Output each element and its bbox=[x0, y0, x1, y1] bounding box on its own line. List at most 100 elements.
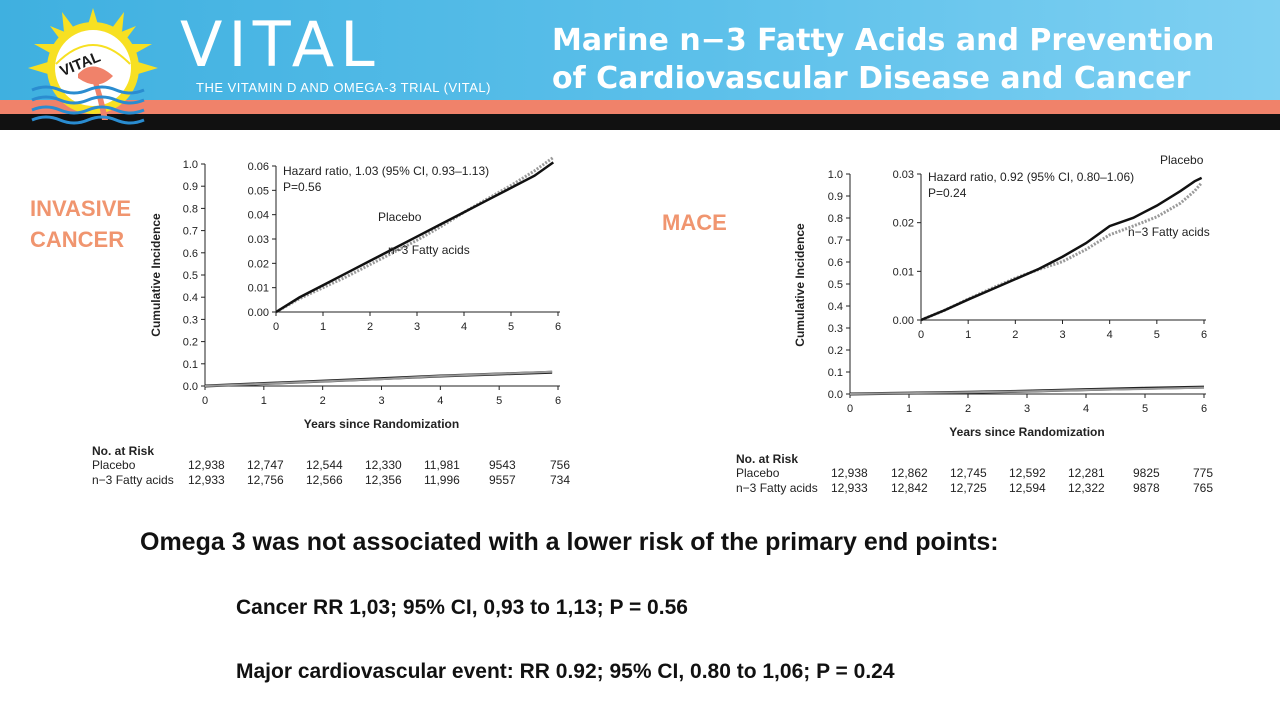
risk-cell: 9543 bbox=[489, 458, 516, 472]
y-tick-label: 0.0 bbox=[828, 389, 843, 401]
y-tick-label: 0.5 bbox=[828, 279, 843, 291]
logo-waves bbox=[31, 85, 145, 125]
inset-x-tick-label: 1 bbox=[965, 329, 971, 341]
inset-y-tick-label: 0.02 bbox=[893, 218, 914, 230]
p-value-text: P=0.56 bbox=[283, 180, 322, 194]
hazard-ratio-text: Hazard ratio, 0.92 (95% CI, 0.80–1.06) bbox=[928, 170, 1134, 184]
risk-row-omega3: n−3 Fatty acids 12,933 12,756 12,566 12,… bbox=[92, 473, 582, 488]
inset-x-tick-label: 0 bbox=[918, 329, 924, 341]
slide-header: VITAL VITAL THE VITAMIN D AND OMEGA-3 TR… bbox=[0, 0, 1280, 130]
risk-cell: 12,281 bbox=[1068, 466, 1105, 480]
inset-y-tick-label: 0.04 bbox=[248, 210, 269, 222]
placebo-series-label: Placebo bbox=[378, 210, 422, 224]
inset-y-tick-label: 0.05 bbox=[248, 185, 269, 197]
risk-row-label: n−3 Fatty acids bbox=[736, 481, 818, 495]
risk-row-placebo: Placebo 12,938 12,747 12,544 12,330 11,9… bbox=[92, 458, 582, 473]
inset-y-tick-label: 0.03 bbox=[248, 234, 269, 246]
y-tick-label: 1.0 bbox=[183, 159, 198, 171]
risk-cell: 765 bbox=[1193, 481, 1214, 495]
risk-cell: 9878 bbox=[1133, 481, 1160, 495]
risk-cell: 12,330 bbox=[365, 458, 402, 472]
y-tick-label: 0.1 bbox=[183, 359, 198, 371]
x-tick-label: 2 bbox=[965, 403, 971, 415]
y-axis-title: Cumulative Incidence bbox=[149, 213, 163, 337]
x-tick-label: 3 bbox=[1024, 403, 1030, 415]
inset-x-tick-label: 3 bbox=[414, 321, 420, 333]
brand-wordmark: VITAL bbox=[180, 8, 381, 81]
invasive-cancer-label-line2: CANCER bbox=[30, 227, 125, 252]
x-tick-label: 0 bbox=[847, 403, 853, 415]
risk-cell: 11,996 bbox=[424, 473, 460, 487]
risk-cell: 12,725 bbox=[950, 481, 987, 495]
risk-table-title: No. at Risk bbox=[92, 444, 155, 458]
y-tick-label: 0.6 bbox=[183, 248, 198, 260]
inset-x-tick-label: 4 bbox=[461, 321, 467, 333]
x-tick-label: 5 bbox=[496, 395, 502, 407]
risk-cell: 12,566 bbox=[306, 473, 343, 487]
risk-cell: 9557 bbox=[489, 473, 516, 487]
risk-cell: 12,933 bbox=[188, 473, 225, 487]
x-tick-label: 4 bbox=[1083, 403, 1089, 415]
main-series-line bbox=[204, 370, 553, 387]
risk-row-label: Placebo bbox=[92, 458, 136, 472]
p-value-text: P=0.24 bbox=[928, 186, 967, 200]
inset-placebo-line bbox=[920, 176, 1203, 322]
y-tick-label: 0.9 bbox=[828, 191, 843, 203]
inset-x-tick-label: 6 bbox=[555, 321, 561, 333]
y-axis-title: Cumulative Incidence bbox=[793, 223, 807, 347]
risk-cell: 12,938 bbox=[188, 458, 225, 472]
header-coral-stripe bbox=[0, 100, 1280, 114]
mace-label: MACE bbox=[662, 210, 727, 235]
risk-table-mace: No. at Risk Placebo 12,938 12,862 12,745… bbox=[736, 452, 1226, 496]
y-tick-label: 0.7 bbox=[828, 235, 843, 247]
x-axis-title: Years since Randomization bbox=[304, 417, 459, 431]
risk-cell: 12,745 bbox=[950, 466, 987, 480]
risk-cell: 734 bbox=[550, 473, 571, 487]
risk-row-label: Placebo bbox=[736, 466, 780, 480]
risk-cell: 12,756 bbox=[247, 473, 284, 487]
inset-y-tick-label: 0.00 bbox=[893, 315, 914, 327]
y-tick-label: 0.5 bbox=[183, 270, 198, 282]
inset-x-tick-label: 0 bbox=[273, 321, 279, 333]
y-tick-label: 0.7 bbox=[183, 226, 198, 238]
x-tick-label: 5 bbox=[1142, 403, 1148, 415]
risk-cell: 12,862 bbox=[891, 466, 928, 480]
risk-table-cancer: No. at Risk Placebo 12,938 12,747 12,544… bbox=[92, 444, 582, 488]
header-black-stripe bbox=[0, 114, 1280, 130]
x-axis-title: Years since Randomization bbox=[949, 425, 1104, 439]
summary-headline: Omega 3 was not associated with a lower … bbox=[140, 528, 999, 556]
invasive-cancer-label-line1: INVASIVE bbox=[30, 196, 132, 221]
y-tick-label: 0.6 bbox=[828, 257, 843, 269]
y-tick-label: 0.3 bbox=[183, 314, 198, 326]
x-tick-label: 6 bbox=[1201, 403, 1207, 415]
omega3-series-label: n−3 Fatty acids bbox=[1128, 225, 1210, 239]
risk-cell: 11,981 bbox=[424, 458, 460, 472]
x-tick-label: 6 bbox=[555, 395, 561, 407]
cardiovascular-result: Major cardiovascular event: RR 0.92; 95%… bbox=[236, 660, 895, 683]
header-blue-band bbox=[0, 0, 1280, 100]
inset-y-tick-label: 0.06 bbox=[248, 161, 269, 173]
inset-y-tick-label: 0.00 bbox=[248, 307, 269, 319]
y-tick-label: 0.8 bbox=[828, 213, 843, 225]
slide-title-line1: Marine n−3 Fatty Acids and Prevention bbox=[552, 23, 1215, 58]
risk-cell: 12,594 bbox=[1009, 481, 1046, 495]
y-tick-label: 1.0 bbox=[828, 169, 843, 181]
slide-title: Marine n−3 Fatty Acids and Prevention of… bbox=[552, 22, 1252, 98]
inset-x-tick-label: 4 bbox=[1107, 329, 1113, 341]
y-tick-label: 0.8 bbox=[183, 203, 198, 215]
inset-x-tick-label: 5 bbox=[1154, 329, 1160, 341]
risk-cell: 12,938 bbox=[831, 466, 868, 480]
vital-sun-logo: VITAL bbox=[28, 8, 158, 125]
brand-subtitle: THE VITAMIN D AND OMEGA-3 TRIAL (VITAL) bbox=[196, 80, 491, 95]
inset-y-tick-label: 0.01 bbox=[248, 283, 269, 295]
risk-cell: 12,842 bbox=[891, 481, 928, 495]
risk-table-title: No. at Risk bbox=[736, 452, 799, 466]
inset-y-tick-label: 0.03 bbox=[893, 169, 914, 181]
risk-cell: 12,322 bbox=[1068, 481, 1105, 495]
inset-x-tick-label: 1 bbox=[320, 321, 326, 333]
risk-cell: 775 bbox=[1193, 466, 1214, 480]
inset-omega3-line bbox=[275, 156, 555, 314]
x-tick-label: 1 bbox=[261, 395, 267, 407]
y-tick-label: 0.2 bbox=[183, 337, 198, 349]
inset-x-tick-label: 6 bbox=[1201, 329, 1207, 341]
